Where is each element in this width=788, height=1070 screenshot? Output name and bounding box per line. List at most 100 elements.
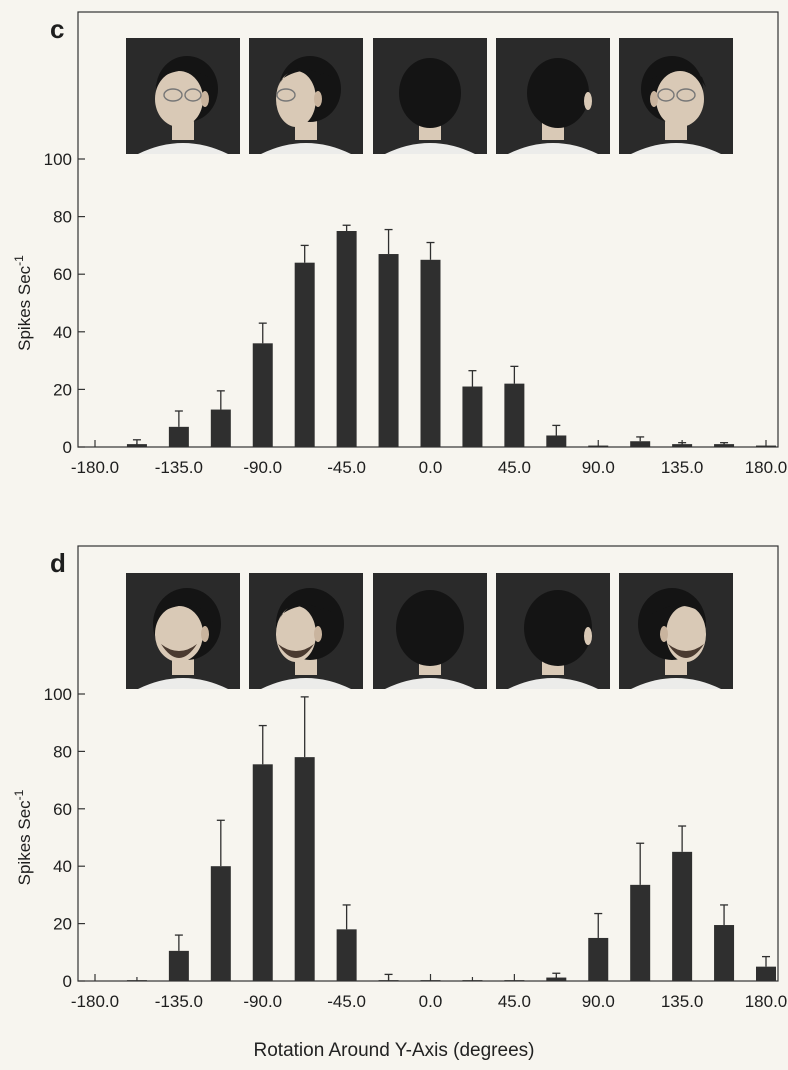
y-tick-label: 20 (53, 380, 72, 399)
y-tick-label: 100 (44, 685, 72, 704)
bar (210, 409, 231, 447)
ear-shape (584, 627, 592, 645)
bar (336, 231, 357, 447)
y-tick-label: 60 (53, 265, 72, 284)
ear-shape (201, 91, 209, 107)
bar (462, 980, 483, 981)
glasses-shape (276, 88, 296, 102)
y-tick-label: 0 (63, 972, 72, 991)
beard-shape (668, 644, 704, 658)
shirt-shape (261, 678, 351, 689)
x-tick-label: 45.0 (498, 992, 531, 1011)
x-tick-label: -180.0 (71, 458, 119, 477)
x-tick-label: 180.0 (745, 458, 788, 477)
bar (588, 445, 609, 447)
x-tick-label: -45.0 (327, 992, 366, 1011)
bar (504, 980, 525, 981)
face-photo-1 (126, 573, 240, 689)
x-tick-label: -135.0 (155, 458, 203, 477)
x-tick-label: -90.0 (243, 458, 282, 477)
bar (672, 444, 693, 447)
x-tick-label: -180.0 (71, 992, 119, 1011)
x-tick-label: 180.0 (745, 992, 788, 1011)
glasses-shape (676, 88, 696, 102)
x-tick-label: 45.0 (498, 458, 531, 477)
fringe-shape (155, 68, 213, 87)
glasses-shape (657, 88, 675, 102)
ear-shape (650, 91, 658, 107)
bar (546, 435, 567, 447)
hair-shape (396, 590, 464, 666)
glasses-shape (163, 88, 183, 102)
ear-shape (201, 626, 209, 642)
bar (672, 851, 693, 981)
bar (378, 254, 399, 447)
x-tick-label: -135.0 (155, 992, 203, 1011)
face-shape (276, 71, 316, 127)
bar (168, 950, 189, 981)
y-tick-label: 0 (63, 438, 72, 457)
hair-shape (524, 590, 592, 666)
panel-label: c (50, 14, 64, 44)
fringe-shape (278, 603, 336, 622)
hair-shape (527, 58, 589, 128)
bar (462, 386, 483, 447)
bar (420, 980, 441, 981)
bar (168, 426, 189, 447)
bar (630, 884, 651, 981)
shirt-shape (261, 143, 351, 154)
bar (126, 980, 147, 981)
bar (252, 764, 273, 981)
panel-c: c 0 20 40 60 80 100 Spikes Sec-1 -180.0 -135.0 -90… (12, 11, 788, 477)
face-photo-5 (619, 38, 733, 154)
shirt-shape (508, 143, 598, 154)
shirt-shape (138, 678, 228, 689)
y-tick-label: 80 (53, 742, 72, 761)
bar (252, 343, 273, 447)
bar (378, 980, 399, 981)
x-tick-label: 0.0 (419, 992, 443, 1011)
y-axis-label: Spikes Sec-1 (12, 789, 34, 885)
x-tick-label: 135.0 (661, 458, 704, 477)
ear-shape (314, 91, 322, 107)
beard-shape (161, 644, 197, 658)
ear-shape (314, 626, 322, 642)
shirt-shape (631, 678, 721, 689)
face-photo-2 (249, 38, 363, 154)
y-tick-label: 20 (53, 915, 72, 934)
y-tick-label: 100 (44, 150, 72, 169)
bar (714, 925, 735, 981)
face-photo-4 (496, 573, 610, 689)
face-photo-3 (373, 38, 487, 154)
y-axis-label: Spikes Sec-1 (12, 255, 34, 351)
bar (336, 929, 357, 981)
bar (714, 444, 735, 447)
bar (294, 262, 315, 447)
bar (756, 445, 776, 447)
bar (126, 444, 147, 447)
y-tick-label: 40 (53, 323, 72, 342)
shirt-shape (508, 678, 598, 689)
bar (420, 259, 441, 447)
bar (504, 383, 525, 447)
face-photo-3 (373, 573, 487, 689)
fringe-shape (155, 603, 213, 622)
y-axis-label-superscript: -1 (12, 255, 26, 266)
beard-shape (278, 644, 314, 658)
panel-d: d 0 20 40 60 80 100 Spikes Sec-1 -180.0 -135.0 -90… (12, 545, 788, 1011)
bar (294, 757, 315, 981)
panel-label: d (50, 548, 66, 578)
shirt-shape (138, 143, 228, 154)
x-tick-label: -90.0 (243, 992, 282, 1011)
face-photo-5 (619, 573, 733, 689)
x-tick-label: 0.0 (419, 458, 443, 477)
bar (756, 966, 776, 981)
face-shape (666, 606, 706, 662)
glasses-shape (184, 88, 202, 102)
y-tick-label: 80 (53, 208, 72, 227)
x-tick-label: 135.0 (661, 992, 704, 1011)
hair-shape (399, 58, 461, 128)
shirt-shape (385, 678, 475, 689)
face-photo-2 (249, 573, 363, 689)
